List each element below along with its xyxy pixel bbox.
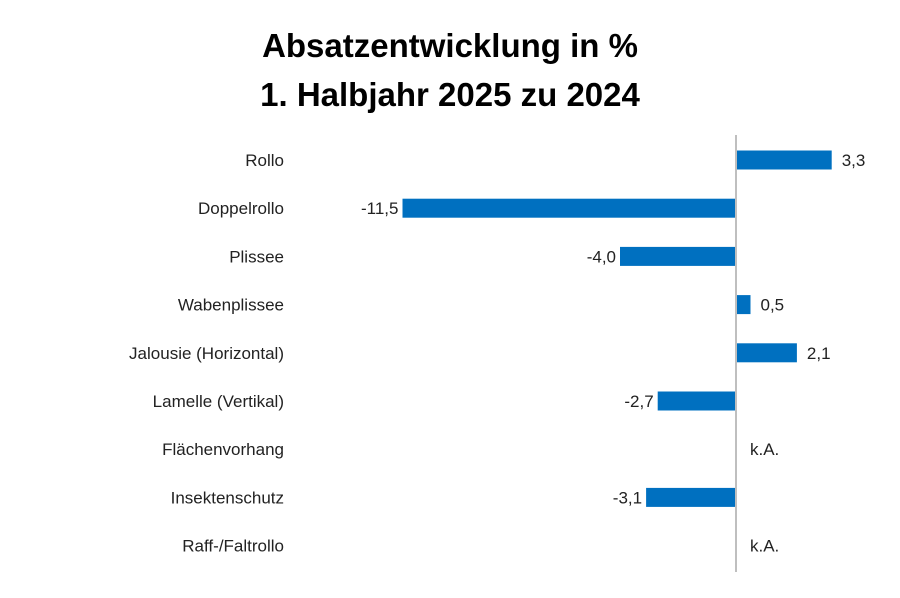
category-label: Plissee bbox=[229, 247, 284, 266]
bar bbox=[736, 295, 751, 315]
bar bbox=[402, 198, 736, 218]
chart-title-line-2: 1. Halbjahr 2025 zu 2024 bbox=[260, 76, 640, 113]
data-label: -11,5 bbox=[361, 199, 399, 218]
bar bbox=[657, 391, 736, 411]
data-label: -4,0 bbox=[587, 247, 616, 266]
category-label: Doppelrollo bbox=[198, 199, 284, 218]
chart-title-line-1: Absatzentwicklung in % bbox=[262, 27, 638, 64]
data-label: -3,1 bbox=[613, 488, 642, 507]
bar bbox=[620, 246, 736, 266]
data-label: 0,5 bbox=[761, 296, 785, 315]
bar bbox=[646, 487, 736, 507]
bar bbox=[736, 343, 797, 363]
category-label: Flächenvorhang bbox=[162, 440, 284, 459]
data-label: k.A. bbox=[750, 537, 779, 556]
category-label: Insektenschutz bbox=[171, 488, 284, 507]
data-label: 2,1 bbox=[807, 344, 831, 363]
category-label: Rollo bbox=[245, 151, 284, 170]
category-label: Jalousie (Horizontal) bbox=[129, 344, 284, 363]
data-label: k.A. bbox=[750, 440, 779, 459]
bar bbox=[736, 150, 832, 170]
data-label: 3,3 bbox=[842, 151, 866, 170]
data-label: -2,7 bbox=[624, 392, 653, 411]
category-label: Wabenplissee bbox=[178, 296, 284, 315]
category-label: Raff-/Faltrollo bbox=[182, 537, 284, 556]
category-label: Lamelle (Vertikal) bbox=[153, 392, 284, 411]
